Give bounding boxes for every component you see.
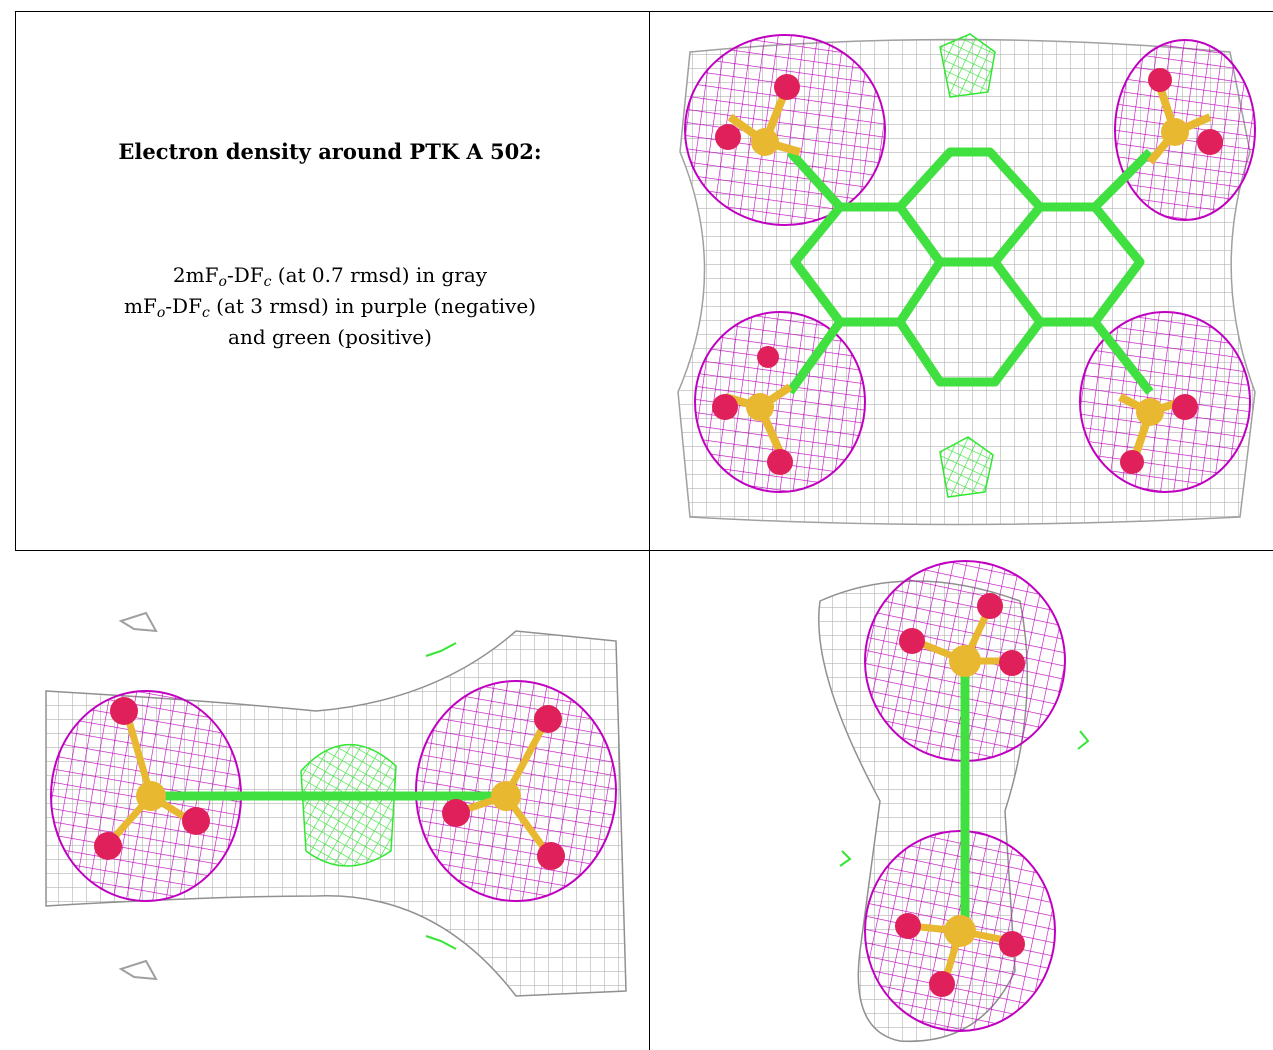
table-middle-rule bbox=[15, 550, 1273, 551]
density-panel-face-on bbox=[650, 12, 1273, 550]
legend-cell: Electron density around PTK A 502: 2mFo-… bbox=[15, 12, 645, 537]
legend-title: Electron density around PTK A 502: bbox=[118, 139, 542, 164]
gray-density-fragments bbox=[118, 611, 158, 981]
face-on-molecule-render bbox=[677, 33, 1256, 526]
edge-vertical-molecule-render bbox=[818, 560, 1090, 1043]
table-top-border bbox=[15, 11, 1273, 12]
legend-line-gray: 2mFo-DFc (at 0.7 rmsd) in gray bbox=[172, 263, 488, 290]
legend-line-green: and green (positive) bbox=[228, 325, 432, 349]
legend-text: 2mFo-DFc (at 0.7 rmsd) in gray mFo-DFc (… bbox=[15, 260, 645, 353]
sulfonate-groups bbox=[895, 593, 1025, 997]
density-panel-edge-vertical bbox=[650, 551, 1273, 1050]
green-density-fragments bbox=[425, 642, 457, 950]
sulfonate-groups bbox=[712, 68, 1223, 475]
green-density-fragments bbox=[839, 730, 1090, 867]
legend-line-purple: mFo-DFc (at 3 rmsd) in purple (negative) bbox=[124, 294, 536, 321]
sulfonate-groups bbox=[94, 697, 565, 870]
table-left-border bbox=[15, 11, 16, 550]
green-density-blob bbox=[300, 744, 397, 867]
green-density-blobs bbox=[939, 33, 996, 498]
edge-horizontal-molecule-render bbox=[45, 611, 627, 997]
density-panel-edge-horizontal bbox=[16, 551, 649, 1050]
table-center-divider bbox=[649, 11, 650, 1050]
aromatic-ring-bonds bbox=[786, 147, 1154, 395]
